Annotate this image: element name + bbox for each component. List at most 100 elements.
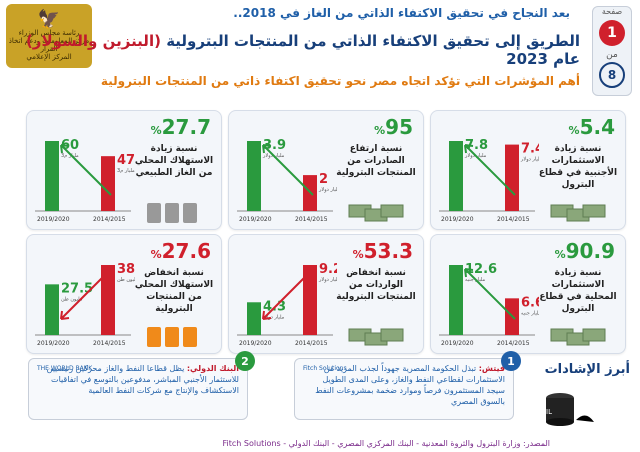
bar-2019-2020 [247,141,261,211]
bar-unit-label: مليار م3 [61,153,79,159]
logo-line-2: مركز المعلومات ودعم اتخاذ القرار [8,37,90,53]
page-subtitle: بعد النجاح في تحقيق الاكتفاء الذاتي من ا… [233,6,570,20]
world-bank-logo: THE WORLD BANK [37,365,93,372]
page-indicator: صفحة 1 من 8 [592,6,632,96]
bar-value-label: 12.6 [465,262,497,277]
banknotes-icon [550,328,606,346]
eagle-emblem-icon: 🦅 [37,9,61,30]
note-number-1: 1 [501,351,521,371]
page-title: الطريق إلى تحقيق الاكتفاء الذاتي من المن… [0,32,580,68]
oil-barrels-icon [147,327,197,347]
title-highlight: (البنزين والسولار) [25,32,161,50]
percent-unit: % [352,248,364,261]
bar-unit-label: مليون طن [117,277,135,283]
bar-value-label: 38 [117,262,135,277]
percent-unit: % [150,248,162,261]
card-percent: %53.3 [353,239,413,263]
bar-value-label: 7.8 [465,138,488,153]
bar-unit-label: مليار م3 [117,168,135,174]
title-main: الطريق إلى تحقيق الاكتفاء الذاتي من المن… [166,32,580,50]
card-description: نسبة انخفاض الواردات من المنتجات البترول… [336,268,416,302]
cabinet-logo: 🦅 رئاسة مجلس الوزراء مركز المعلومات ودعم… [6,4,92,68]
trend-up-arrow-icon [464,268,516,320]
bar-period-label: 2014/2015 [497,216,530,223]
svg-text:OIL: OIL [541,408,553,416]
bar-value-label: 6.6 [521,295,539,310]
card-foreign_inv: %5.4 نسبة زيادة الاستثمارات الأجنبية في ق… [430,110,626,230]
percent-unit: % [374,124,386,137]
bar-2019-2020 [247,302,261,335]
bar-2014-2015 [303,265,317,335]
percent-unit: % [554,248,566,261]
card-description: نسبة ارتفاع الصادرات من المنتجات البترول… [336,144,416,178]
page-label: صفحة [601,7,623,16]
bar-2019-2020 [45,284,59,335]
bar-period-label: 2019/2020 [441,340,474,347]
page-tagline: أهم المؤشرات التي تؤكد اتجاه مصر نحو تحق… [100,74,580,88]
header: 🦅 رئاسة مجلس الوزراء مركز المعلومات ودعم… [0,0,640,100]
bar-unit-label: مليار دولار [318,187,337,193]
bar-2019-2020 [449,265,463,335]
card-description: نسبة زيادة الاستثمارات الأجنبية في قطاع … [538,144,618,190]
bar-2014-2015 [101,265,115,335]
card-imports: %53.3 نسبة انخفاض الواردات من المنتجات ال… [228,234,424,354]
bar-2014-2015 [505,144,519,211]
card-percent: %95 [374,115,413,139]
bar-period-label: 2019/2020 [441,216,474,223]
bar-period-label: 2014/2015 [295,340,328,347]
logo-line-1: رئاسة مجلس الوزراء [18,29,80,37]
card-consumption: %27.6 نسبة انخفاض الاستهلاك المحلي من الم… [26,234,222,354]
bar-period-label: 2014/2015 [497,340,530,347]
bar-period-label: 2019/2020 [239,216,272,223]
card-percent: %90.9 [555,239,615,263]
percent-unit: % [568,124,580,137]
bar-period-label: 2019/2020 [37,340,70,347]
bar-value-label: 2 [319,172,328,187]
bar-value-label: 9.2 [319,262,337,277]
bar-period-label: 2014/2015 [295,216,328,223]
percent-value: 27.7 [161,115,211,139]
card-description: نسبة زيادة الاستهلاك المحلي من الغاز الط… [134,144,214,178]
card-exports: %95 نسبة ارتفاع الصادرات من المنتجات البت… [228,110,424,230]
indicators-title: أبرز الإشادات [544,362,630,377]
bar-value-label: 3.9 [263,138,286,153]
percent-unit: % [150,124,162,137]
percent-value: 95 [385,115,413,139]
fitch-logo: Fitch Solutions [303,365,347,372]
card-percent: %27.6 [151,239,211,263]
title-year: عام 2023 [506,50,580,68]
bar-2019-2020 [449,141,463,211]
percent-value: 5.4 [579,115,615,139]
bar-period-label: 2019/2020 [37,216,70,223]
oil-barrels-icon [147,203,197,223]
note-text-1: تبذل الحكومة المصرية جهوداً لجذب المزيد … [315,364,505,406]
banknotes-icon [348,328,404,346]
card-local_inv: %90.9 نسبة زيادة الاستثمارات المحلية في ق… [430,234,626,354]
page-total: 8 [599,62,625,88]
note-number-2: 2 [235,351,255,371]
bar-period-label: 2014/2015 [93,216,126,223]
card-percent: %5.4 [569,115,615,139]
card-gas: %27.7 نسبة زيادة الاستهلاك المحلي من الغا… [26,110,222,230]
card-percent: %27.7 [151,115,211,139]
trend-up-arrow-icon [464,144,516,196]
bar-value-label: 27.5 [61,281,93,296]
banknotes-icon [550,204,606,222]
trend-up-arrow-icon [262,144,314,196]
bar-unit-label: مليار جنيه [521,310,539,316]
bar-unit-label: مليار دولار [520,157,539,163]
note-source-2: البنك الدولي: [186,364,239,373]
bar-value-label: 7.4 [521,142,539,157]
card-description: نسبة انخفاض الاستهلاك المحلي من المنتجات… [134,268,214,314]
trend-down-arrow-icon [262,268,314,320]
bar-period-label: 2014/2015 [93,340,126,347]
trend-up-arrow-icon [60,144,112,196]
logo-line-3: المركز الإعلامي [26,53,72,61]
